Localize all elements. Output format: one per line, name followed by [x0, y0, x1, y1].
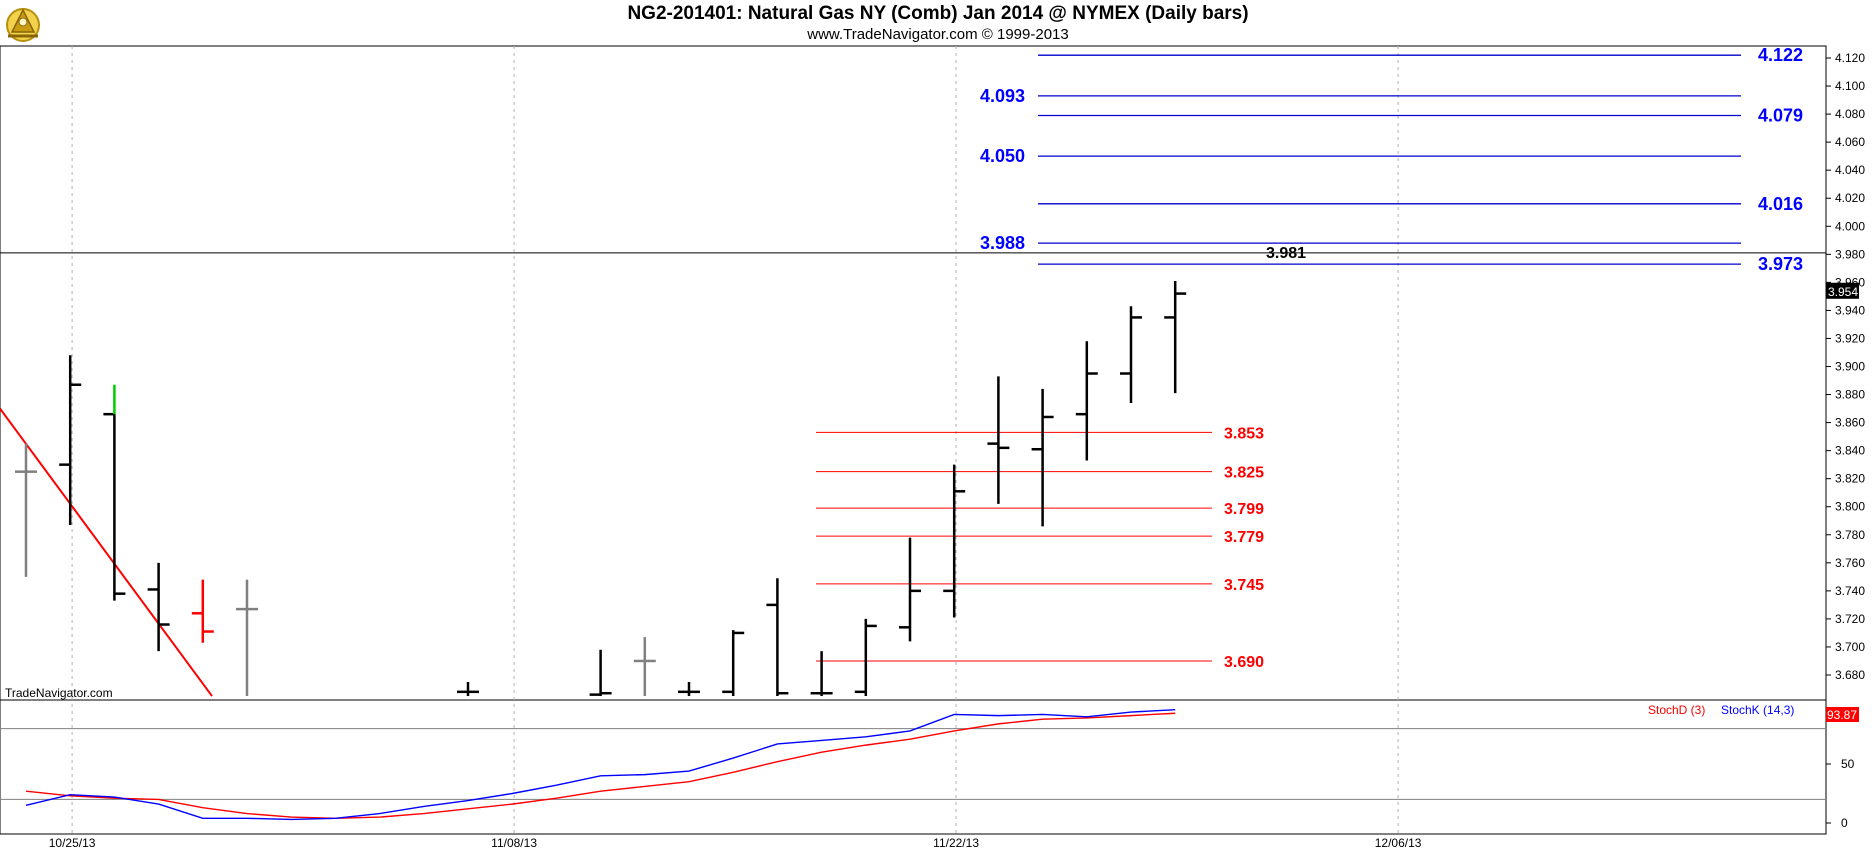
y-tick-label: 4.120	[1835, 51, 1865, 65]
x-tick-label: 11/22/13	[933, 836, 979, 850]
stochastic-lines: StochD (3) StochK (14,3)	[25, 703, 1794, 821]
red-level-label: 3.853	[1224, 425, 1264, 442]
chart-title: NG2-201401: Natural Gas NY (Comb) Jan 20…	[627, 3, 1249, 24]
ohlc-bar	[943, 464, 966, 618]
y-tick-label: 3.980	[1835, 247, 1865, 261]
stoch-legend-k: StochK (14,3)	[1721, 703, 1794, 717]
y-tick-label: 4.100	[1835, 79, 1865, 93]
y-tick-label: 3.700	[1835, 640, 1865, 654]
ohlc-bar	[633, 637, 656, 697]
y-tick-label: 3.760	[1835, 556, 1865, 570]
red-level-label: 3.825	[1224, 465, 1264, 482]
ohlc-bar	[236, 579, 258, 697]
chart-header: NG2-201401: Natural Gas NY (Comb) Jan 20…	[0, 0, 1876, 46]
ohlc-bar	[15, 443, 37, 577]
y-tick-label: 3.780	[1835, 528, 1865, 542]
ohlc-bar	[457, 682, 479, 697]
y-tick-label: 3.940	[1835, 303, 1865, 317]
y-tick-label: 3.840	[1835, 444, 1865, 458]
horizontal-levels	[0, 54, 1826, 662]
y-tick-label: 3.680	[1835, 668, 1865, 682]
price-panel-frame	[0, 45, 1827, 701]
ohlc-bar	[1031, 388, 1054, 527]
chart-subtitle: www.TradeNavigator.com © 1999-2013	[807, 26, 1069, 43]
ohlc-bar	[147, 562, 170, 652]
ohlc-bar	[854, 618, 877, 697]
ohlc-bar	[987, 376, 1010, 504]
watermark: TradeNavigator.com	[5, 686, 113, 700]
blue-level-label: 4.122	[1758, 45, 1803, 65]
y-tick-label: 3.920	[1835, 331, 1865, 345]
panel-frames	[0, 45, 1827, 835]
trade-navigator-logo-icon	[6, 8, 40, 42]
ohlc-bar	[1075, 341, 1098, 461]
y-tick-label: 3.820	[1835, 472, 1865, 486]
y-tick-label: 4.000	[1835, 219, 1865, 233]
ohlc-bar	[678, 682, 700, 697]
y-tick-label: 3.800	[1835, 500, 1865, 514]
trendline	[0, 407, 213, 697]
y-tick-label: 3.860	[1835, 416, 1865, 430]
stoch-last-value: 93.87	[1827, 708, 1857, 722]
stoch-panel-frame	[0, 699, 1827, 835]
level-labels: 4.122 4.093 4.079 4.050 4.016 3.988 3.973 3.853…	[980, 45, 1803, 671]
last-price-tag	[1826, 282, 1859, 299]
black-level-label: 3.981	[1266, 245, 1306, 262]
date-x-axis: 10/25/13 11/08/13 11/22/13 12/06/13	[49, 836, 1422, 850]
x-tick-label: 11/08/13	[491, 836, 537, 850]
x-tick-label: 12/06/13	[1375, 836, 1422, 850]
price-bars	[15, 280, 1187, 697]
ohlc-bar	[1164, 280, 1187, 394]
trendline-layer	[0, 407, 213, 697]
ohlc-bar	[1120, 306, 1142, 403]
blue-level-label: 4.093	[980, 86, 1025, 106]
stoch-tick-label: 0	[1841, 816, 1848, 830]
ohlc-bar	[59, 355, 82, 525]
x-tick-label: 10/25/13	[49, 836, 96, 850]
y-tick-label: 4.080	[1835, 107, 1865, 121]
ohlc-bar	[103, 412, 126, 601]
blue-level-label: 4.079	[1758, 105, 1803, 125]
stoch-legend-d: StochD (3)	[1648, 703, 1705, 717]
blue-level-label: 4.050	[980, 146, 1025, 166]
y-tick-label: 3.720	[1835, 612, 1865, 626]
ohlc-bar	[589, 649, 612, 697]
stoch-last-tag	[1826, 707, 1859, 722]
blue-level-label: 4.016	[1758, 194, 1803, 214]
ohlc-bar	[899, 537, 921, 642]
stoch-tick-label: 50	[1841, 757, 1855, 771]
y-tick-label: 3.880	[1835, 388, 1865, 402]
ohlc-bar	[810, 651, 833, 697]
price-y-axis: 3.680 3.700 3.720 3.740 3.760 3.780 3.800 3.820…	[1826, 51, 1865, 830]
red-level-label: 3.745	[1224, 577, 1264, 594]
stoch-series-line	[25, 712, 1176, 819]
grid-lines	[0, 46, 1826, 834]
red-level-label: 3.779	[1224, 529, 1264, 546]
y-tick-label: 3.740	[1835, 584, 1865, 598]
red-level-label: 3.690	[1224, 654, 1264, 671]
y-tick-label: 4.020	[1835, 191, 1865, 205]
ohlc-bar	[722, 630, 745, 697]
last-price-value: 3.954	[1828, 285, 1858, 299]
stoch-series-line	[25, 709, 1176, 821]
y-tick-label: 4.040	[1835, 163, 1865, 177]
blue-level-label: 3.988	[980, 233, 1025, 253]
y-tick-label: 4.060	[1835, 135, 1865, 149]
red-level-label: 3.799	[1224, 501, 1264, 518]
blue-level-label: 3.973	[1758, 254, 1803, 274]
ohlc-bar	[766, 578, 789, 697]
y-tick-label: 3.900	[1835, 360, 1865, 374]
ohlc-bar	[191, 579, 214, 643]
